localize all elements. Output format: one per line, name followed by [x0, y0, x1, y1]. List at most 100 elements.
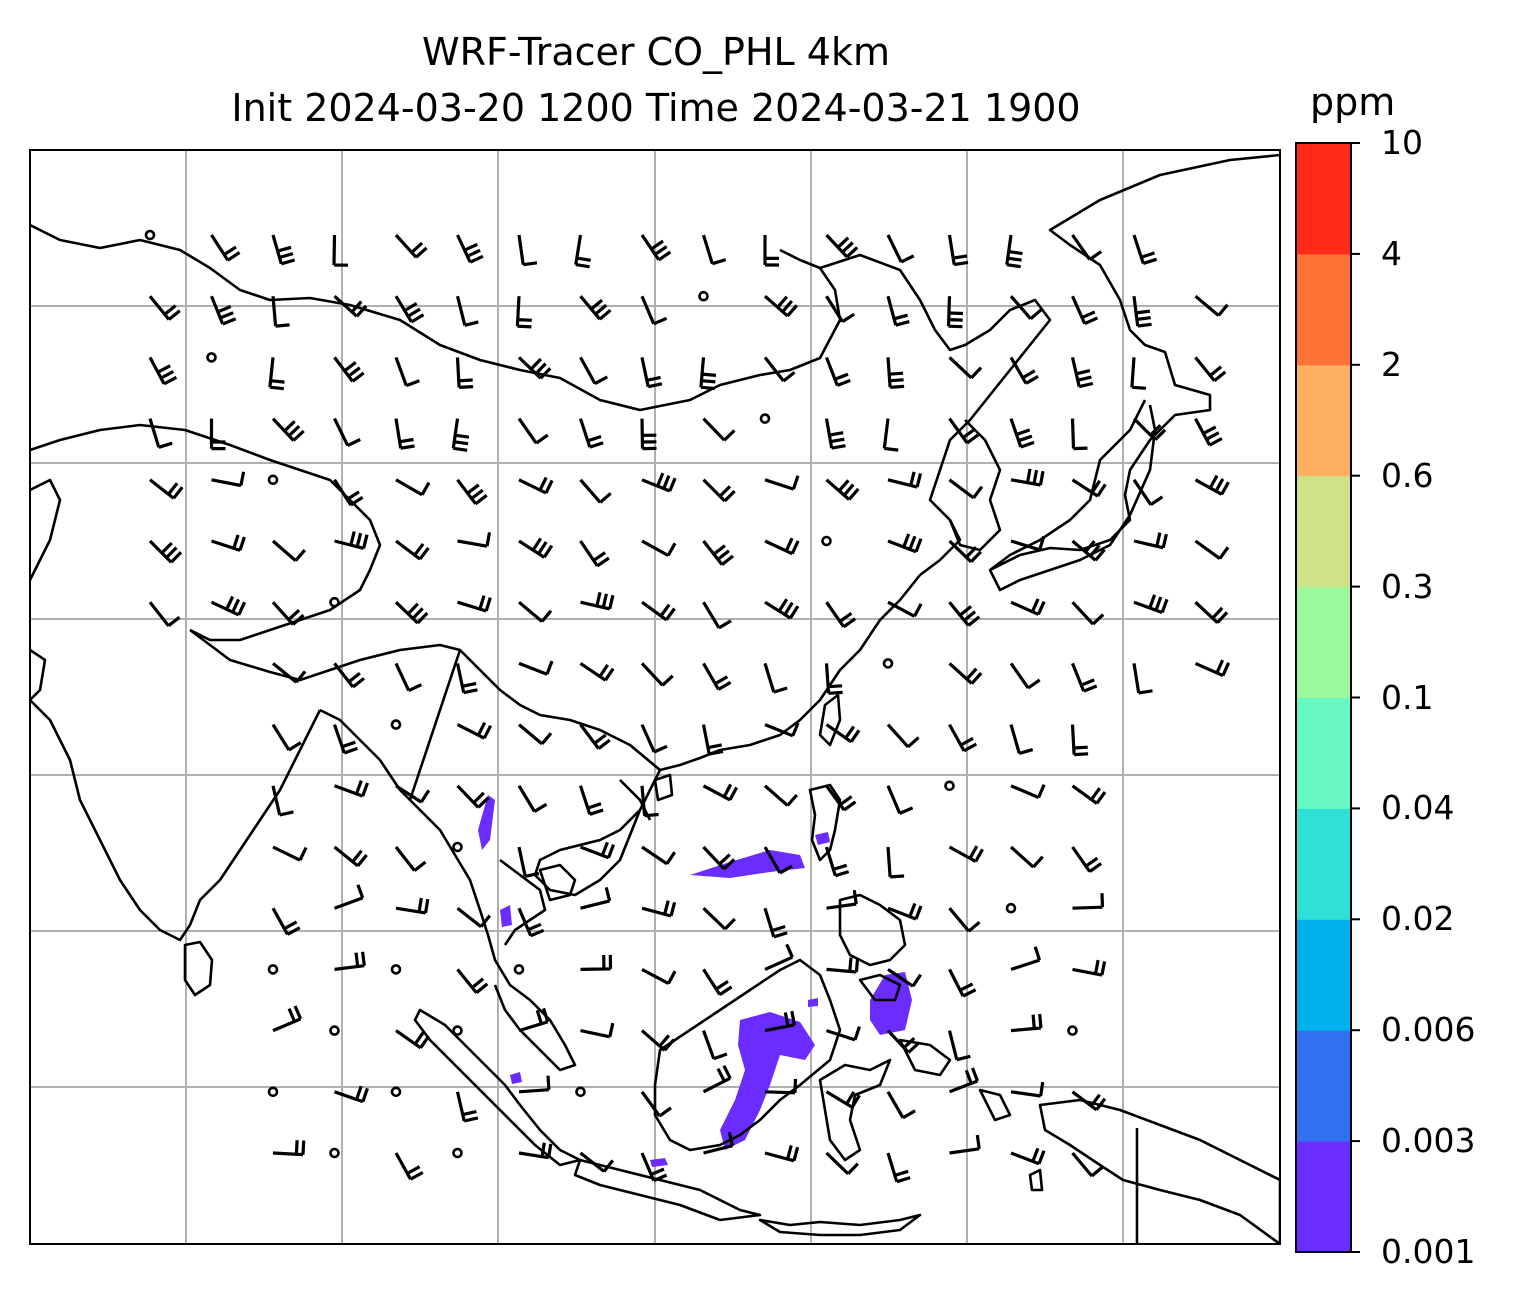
wind-barb: [640, 1090, 672, 1118]
colorbar-tick-label: 0.04: [1381, 788, 1455, 828]
tracer-patch: [808, 998, 818, 1007]
colorbar-segment: [1296, 586, 1351, 698]
wind-barb: [702, 540, 734, 566]
wind-barb: [1194, 601, 1229, 624]
wind-barb: [518, 1007, 550, 1033]
coastline-segment: [1028, 1168, 1044, 1192]
wind-barb: [764, 1145, 800, 1163]
wind-barb: [395, 784, 431, 804]
wind-barb: [271, 417, 305, 442]
calm-wind-circle: [390, 719, 402, 730]
wind-barb: [395, 478, 431, 497]
colorbar-tick-label: 0.006: [1381, 1010, 1476, 1050]
wind-barb: [395, 897, 430, 915]
wind-barb: [1072, 893, 1105, 910]
wind-barb: [640, 662, 674, 687]
wind-barb: [1194, 356, 1227, 382]
wind-barb: [1010, 946, 1042, 971]
colorbar-segment: [1296, 919, 1351, 1031]
calm-wind-circle: [329, 596, 340, 608]
wind-barb: [148, 356, 178, 386]
wind-barb: [764, 475, 800, 491]
wind-barb: [579, 662, 615, 682]
wind-barb: [268, 357, 285, 391]
wind-barb: [271, 785, 294, 817]
wind-barb: [887, 968, 923, 988]
wind-barb: [1070, 357, 1094, 389]
wind-barb: [641, 472, 677, 493]
wind-barb: [457, 532, 492, 548]
wind-barb: [394, 1152, 424, 1181]
wind-barb: [824, 663, 843, 695]
coastline-segment: [919, 394, 992, 577]
wind-barb: [1010, 1013, 1043, 1033]
wind-barb: [333, 780, 370, 798]
wind-barb: [578, 785, 604, 816]
wind-barb: [518, 1075, 551, 1094]
coastline-segment: [30, 699, 192, 942]
calm-wind-circle: [452, 841, 463, 853]
coastline-segment: [989, 153, 1280, 572]
wind-barb: [517, 600, 553, 623]
wind-barb: [764, 537, 800, 556]
wind-barb: [886, 1091, 916, 1120]
wind-barb: [1010, 535, 1046, 552]
calm-wind-circle: [144, 229, 156, 241]
wind-barb: [702, 783, 739, 802]
wind-barb: [1132, 663, 1153, 695]
colorbar-tick-label: 0.001: [1381, 1232, 1476, 1271]
wind-barb: [882, 418, 899, 452]
wind-barb: [702, 478, 736, 503]
wind-barb: [887, 600, 923, 618]
calm-wind-circle: [1005, 902, 1017, 914]
coastline-segment: [499, 858, 547, 946]
coastline-segment: [779, 248, 821, 270]
wind-barb: [395, 539, 430, 561]
wind-barb: [763, 235, 779, 267]
wind-barb: [518, 660, 554, 676]
colorbar-tick-label: 0.02: [1381, 899, 1455, 939]
coastline-segment: [898, 1038, 952, 1077]
wind-barb: [1071, 478, 1107, 498]
wind-barb: [640, 418, 657, 451]
wind-barb: [271, 296, 290, 328]
calm-wind-circle: [329, 1147, 340, 1159]
calm-wind-circle: [329, 1025, 340, 1036]
coastline-segment: [653, 773, 674, 802]
wind-barb: [148, 418, 173, 449]
wind-barb: [886, 1152, 911, 1184]
wind-barb: [518, 537, 554, 559]
calm-wind-circle: [513, 964, 525, 975]
wind-barb: [886, 785, 914, 815]
wind-barb: [1010, 1081, 1045, 1098]
colorbar-segment: [1296, 143, 1351, 255]
wind-barb: [640, 357, 663, 389]
wind-barb: [579, 295, 612, 321]
coastline-segment: [619, 779, 652, 821]
wind-barb: [333, 295, 368, 318]
colorbar-segment: [1296, 364, 1351, 477]
wind-barb: [1009, 356, 1039, 385]
wind-barb: [640, 723, 668, 754]
wind-barb: [455, 1091, 479, 1123]
coastline-segment: [819, 253, 1052, 396]
wind-barb: [702, 1064, 732, 1094]
wind-barb: [1132, 234, 1158, 266]
wind-barb: [1071, 539, 1106, 562]
wind-barb: [702, 662, 732, 691]
wind-barb: [641, 600, 676, 622]
wind-barb: [456, 234, 484, 264]
wind-barb: [887, 471, 923, 489]
wind-barb: [1133, 532, 1168, 550]
wind-barb: [209, 418, 226, 451]
wind-barb: [947, 1030, 971, 1062]
wind-barb: [271, 723, 302, 752]
wind-barb: [826, 889, 858, 910]
calm-wind-circle: [390, 1086, 402, 1098]
coastline-segment: [948, 419, 1002, 552]
coastline-segment: [183, 940, 214, 997]
wind-barb: [456, 968, 489, 994]
colorbar-segment: [1296, 1030, 1351, 1142]
wind-barb: [578, 418, 604, 449]
wind-barb: [333, 884, 365, 910]
